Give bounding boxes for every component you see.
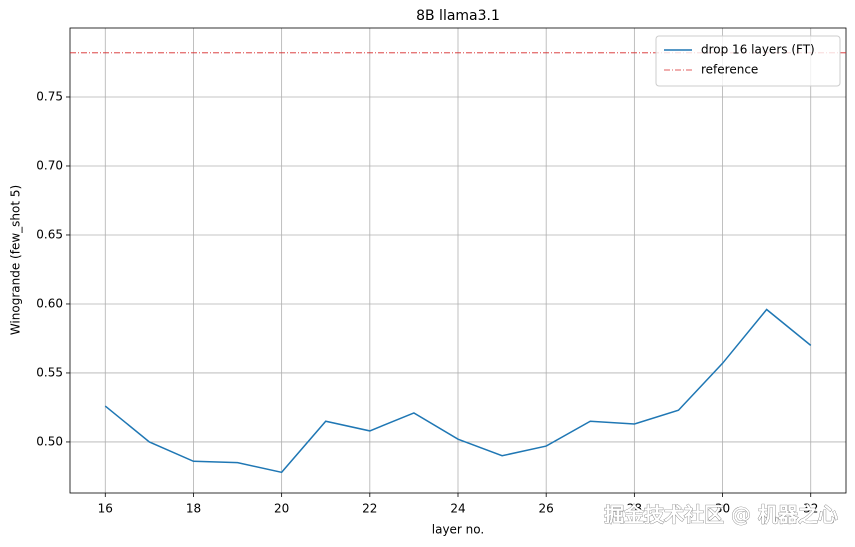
x-tick-label: 16	[98, 502, 113, 516]
y-tick-label: 0.50	[36, 434, 63, 448]
x-tick-label: 22	[362, 502, 377, 516]
legend-label: drop 16 layers (FT)	[701, 43, 815, 57]
plot-frame	[69, 27, 847, 494]
y-tick-label: 0.60	[36, 296, 63, 310]
y-axis-label: Winogrande (few_shot 5)	[9, 185, 23, 335]
y-tick-label: 0.70	[36, 158, 63, 172]
x-tick-label: 32	[803, 502, 818, 516]
y-tick-label: 0.65	[36, 227, 63, 241]
data-line	[104, 308, 812, 474]
x-tick-label: 20	[274, 502, 289, 516]
x-axis-label: layer no.	[432, 523, 484, 537]
y-tick-label: 0.75	[36, 89, 63, 103]
watermark: 掘金技术社区 @ 机器之心	[604, 503, 838, 527]
x-tick-label: 28	[627, 502, 642, 516]
legend-box	[655, 35, 841, 87]
chart-title: 8B llama3.1	[416, 8, 500, 24]
x-tick-label: 30	[715, 502, 730, 516]
x-tick-label: 24	[450, 502, 465, 516]
x-tick-label: 18	[186, 502, 201, 516]
y-tick-label: 0.55	[36, 365, 63, 379]
legend-label: reference	[701, 63, 758, 77]
x-tick-label: 26	[539, 502, 554, 516]
